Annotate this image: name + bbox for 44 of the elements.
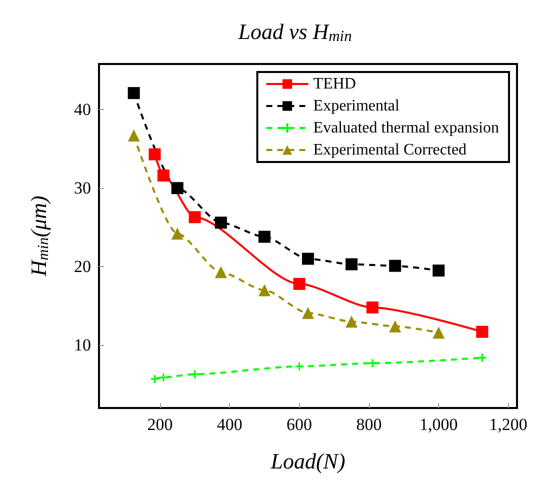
- point: [302, 306, 314, 319]
- x-tick-label: 800: [356, 415, 382, 434]
- point: [214, 266, 227, 278]
- y-tick-label: 10: [74, 336, 91, 355]
- x-tick-label: 400: [216, 415, 242, 434]
- legend-label: Evaluated thermal expansion: [313, 120, 500, 136]
- point: [128, 87, 140, 100]
- point: [432, 326, 445, 339]
- x-axis-title: Load(N): [270, 448, 346, 474]
- x-tick-label: 600: [286, 415, 312, 434]
- legend-label: Experimental: [313, 98, 400, 114]
- y-tick-label: 40: [74, 100, 91, 120]
- point: [476, 326, 488, 338]
- point: [190, 370, 199, 378]
- point: [150, 374, 159, 383]
- point: [432, 264, 445, 277]
- point: [171, 182, 184, 194]
- y-tick-label: 30: [74, 178, 91, 198]
- point: [171, 228, 184, 240]
- x-tick-label: 200: [147, 415, 173, 434]
- x-tick-label: 1,000: [420, 415, 458, 434]
- point: [188, 211, 201, 224]
- point: [293, 278, 306, 290]
- point: [148, 148, 161, 160]
- point: [157, 170, 170, 182]
- point: [389, 260, 402, 272]
- point: [258, 230, 270, 243]
- point: [302, 252, 314, 265]
- point: [346, 316, 358, 328]
- point: [159, 373, 168, 382]
- point: [478, 354, 486, 362]
- y-tick-label: 20: [74, 257, 91, 276]
- legend-label: TEHD: [313, 76, 356, 92]
- point: [346, 258, 358, 270]
- point: [368, 359, 376, 368]
- x-tick-label: 1,200: [489, 415, 528, 434]
- point: [295, 362, 304, 370]
- point: [214, 216, 227, 229]
- y-axis-title: Hmin(μm): [26, 196, 52, 278]
- point: [389, 320, 402, 332]
- legend-label: Experimental Corrected: [313, 142, 467, 158]
- point: [128, 129, 140, 142]
- point: [366, 301, 378, 314]
- point: [258, 284, 270, 296]
